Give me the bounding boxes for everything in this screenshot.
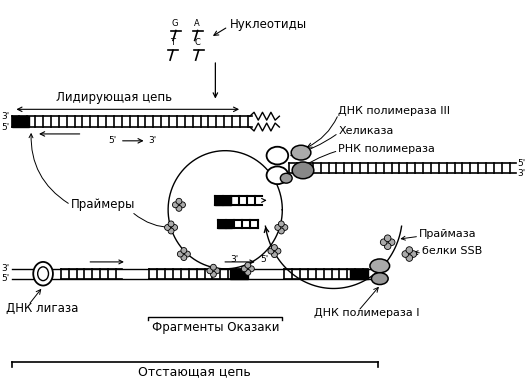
Text: 3': 3' bbox=[149, 136, 157, 145]
Text: 3': 3' bbox=[2, 112, 9, 121]
Bar bbox=[218, 220, 232, 229]
Text: Нуклеотиды: Нуклеотиды bbox=[230, 18, 307, 31]
Ellipse shape bbox=[176, 205, 182, 211]
Ellipse shape bbox=[267, 147, 288, 164]
Ellipse shape bbox=[168, 221, 174, 227]
Text: ДНК полимераза III: ДНК полимераза III bbox=[338, 106, 451, 116]
Ellipse shape bbox=[241, 266, 247, 272]
Bar bbox=[216, 196, 231, 205]
Ellipse shape bbox=[282, 225, 288, 230]
Text: Праймаза: Праймаза bbox=[419, 229, 477, 239]
Ellipse shape bbox=[278, 228, 284, 234]
Ellipse shape bbox=[291, 145, 311, 160]
Text: 5': 5' bbox=[518, 159, 526, 168]
Bar bbox=[230, 269, 248, 279]
Text: 5': 5' bbox=[2, 274, 9, 283]
Ellipse shape bbox=[406, 247, 413, 253]
Text: белки SSB: белки SSB bbox=[422, 246, 482, 256]
Ellipse shape bbox=[184, 251, 190, 257]
Ellipse shape bbox=[271, 252, 277, 257]
Ellipse shape bbox=[172, 225, 178, 230]
Text: ДНК лигаза: ДНК лигаза bbox=[6, 302, 78, 315]
Text: C: C bbox=[194, 38, 201, 47]
Ellipse shape bbox=[210, 271, 217, 277]
Ellipse shape bbox=[181, 255, 187, 261]
Ellipse shape bbox=[245, 262, 251, 268]
Text: 5': 5' bbox=[2, 122, 9, 132]
Text: 3': 3' bbox=[518, 169, 526, 178]
Ellipse shape bbox=[271, 245, 277, 251]
Ellipse shape bbox=[384, 235, 391, 242]
Text: Лидирующая цепь: Лидирующая цепь bbox=[56, 91, 172, 104]
Ellipse shape bbox=[37, 267, 48, 281]
Text: T: T bbox=[170, 38, 174, 47]
Ellipse shape bbox=[267, 166, 288, 184]
Ellipse shape bbox=[384, 243, 391, 249]
Ellipse shape bbox=[372, 273, 388, 284]
Text: G: G bbox=[172, 19, 178, 28]
Ellipse shape bbox=[410, 251, 417, 257]
Ellipse shape bbox=[176, 198, 182, 204]
Ellipse shape bbox=[168, 228, 174, 234]
Ellipse shape bbox=[245, 269, 251, 275]
Ellipse shape bbox=[207, 268, 213, 274]
Ellipse shape bbox=[292, 162, 314, 179]
Ellipse shape bbox=[248, 266, 255, 272]
Text: Хеликаза: Хеликаза bbox=[338, 126, 394, 136]
Ellipse shape bbox=[181, 247, 187, 254]
Ellipse shape bbox=[268, 248, 274, 254]
Ellipse shape bbox=[280, 173, 292, 183]
Text: 3': 3' bbox=[230, 256, 238, 264]
Ellipse shape bbox=[33, 262, 53, 286]
Ellipse shape bbox=[180, 202, 186, 208]
Ellipse shape bbox=[172, 202, 178, 208]
Bar bbox=[350, 269, 368, 279]
Ellipse shape bbox=[210, 264, 217, 270]
Text: 5': 5' bbox=[109, 136, 117, 145]
Text: Праймеры: Праймеры bbox=[71, 198, 135, 211]
Text: A: A bbox=[194, 19, 200, 28]
Text: 5': 5' bbox=[261, 256, 269, 264]
Text: 3': 3' bbox=[2, 264, 9, 273]
Ellipse shape bbox=[164, 225, 170, 230]
Ellipse shape bbox=[402, 251, 408, 257]
Ellipse shape bbox=[275, 248, 281, 254]
Ellipse shape bbox=[275, 225, 281, 230]
Bar bbox=[12, 116, 30, 127]
Ellipse shape bbox=[388, 239, 395, 245]
Text: РНК полимераза: РНК полимераза bbox=[338, 144, 435, 154]
Ellipse shape bbox=[406, 255, 413, 261]
Ellipse shape bbox=[214, 268, 220, 274]
Ellipse shape bbox=[278, 221, 284, 227]
Text: ДНК полимераза I: ДНК полимераза I bbox=[314, 308, 419, 318]
Ellipse shape bbox=[178, 251, 183, 257]
Ellipse shape bbox=[380, 239, 387, 245]
Text: Фрагменты Оказаки: Фрагменты Оказаки bbox=[152, 321, 279, 334]
Ellipse shape bbox=[370, 259, 389, 273]
Text: Отстающая цепь: Отстающая цепь bbox=[138, 366, 251, 379]
